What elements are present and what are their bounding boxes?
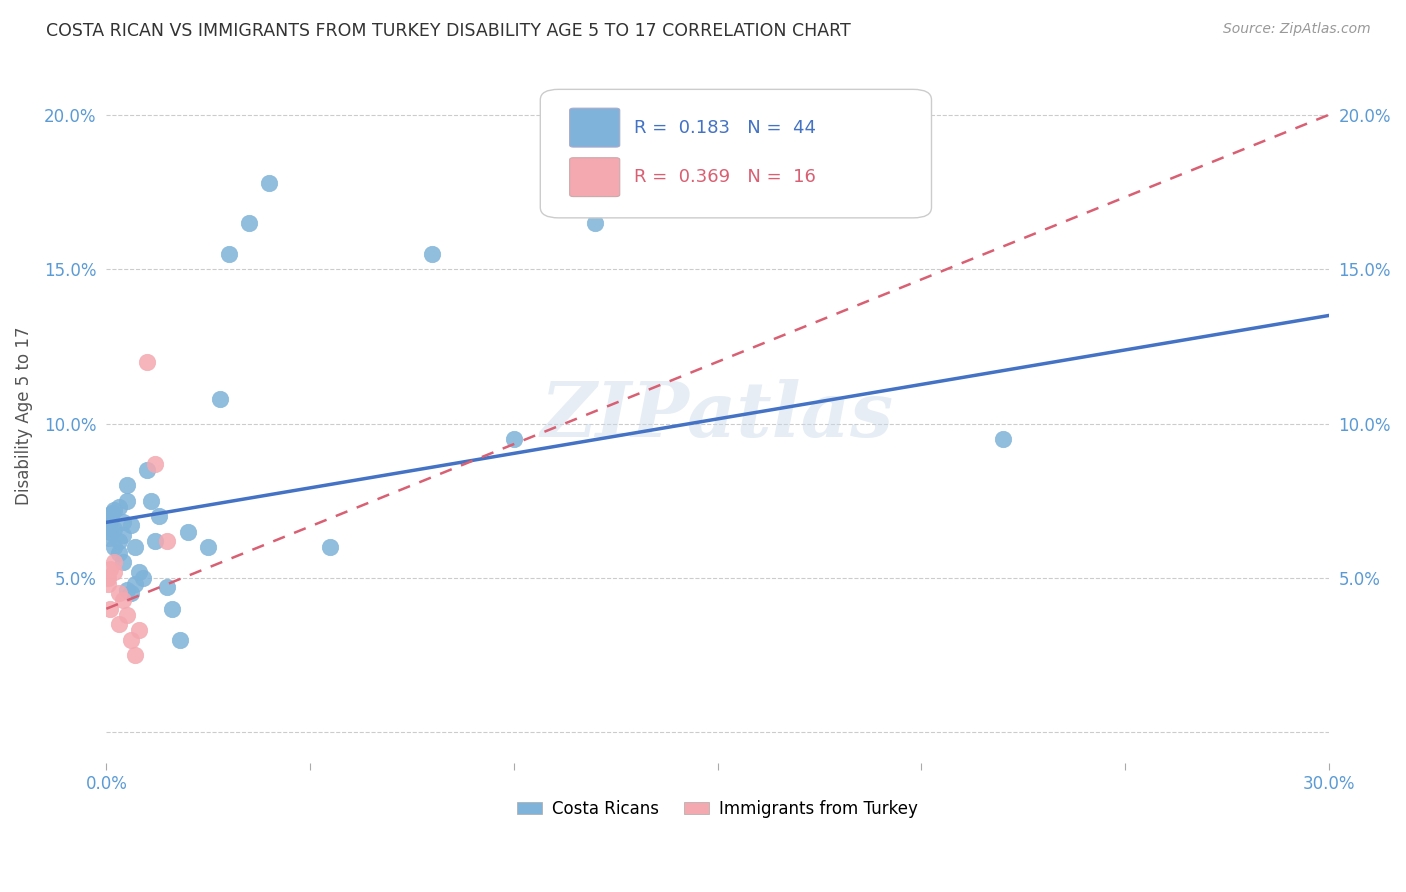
Point bbox=[128, 565, 150, 579]
Point bbox=[103, 521, 125, 535]
Point bbox=[100, 524, 122, 539]
Point bbox=[107, 546, 129, 560]
Point bbox=[120, 632, 142, 647]
Point bbox=[111, 556, 134, 570]
Point bbox=[156, 533, 179, 548]
Point bbox=[177, 524, 200, 539]
Point bbox=[583, 216, 606, 230]
Point bbox=[141, 493, 163, 508]
Point bbox=[502, 432, 524, 446]
Point bbox=[107, 533, 129, 548]
Point bbox=[136, 355, 159, 369]
Text: R =  0.183   N =  44: R = 0.183 N = 44 bbox=[634, 119, 817, 136]
Y-axis label: Disability Age 5 to 17: Disability Age 5 to 17 bbox=[15, 326, 32, 505]
Point bbox=[96, 518, 118, 533]
Point bbox=[115, 607, 138, 622]
Point bbox=[107, 586, 129, 600]
Point bbox=[148, 509, 170, 524]
Point bbox=[169, 632, 191, 647]
Point bbox=[143, 457, 166, 471]
Point bbox=[100, 601, 122, 615]
Point bbox=[97, 571, 120, 585]
Legend: Costa Ricans, Immigrants from Turkey: Costa Ricans, Immigrants from Turkey bbox=[510, 793, 925, 824]
Point bbox=[111, 527, 134, 541]
Point bbox=[115, 478, 138, 492]
Point bbox=[991, 432, 1014, 446]
Point bbox=[98, 531, 121, 545]
Point bbox=[120, 518, 142, 533]
Point bbox=[103, 556, 125, 570]
Point bbox=[103, 503, 125, 517]
Point bbox=[259, 176, 281, 190]
Text: R =  0.369   N =  16: R = 0.369 N = 16 bbox=[634, 169, 817, 186]
Point bbox=[128, 624, 150, 638]
Point bbox=[120, 586, 142, 600]
Point bbox=[160, 601, 183, 615]
Point bbox=[115, 583, 138, 598]
Point bbox=[218, 246, 240, 260]
Point bbox=[100, 512, 122, 526]
Text: ZIPatlas: ZIPatlas bbox=[541, 379, 894, 453]
Text: Source: ZipAtlas.com: Source: ZipAtlas.com bbox=[1223, 22, 1371, 37]
Point bbox=[209, 392, 232, 406]
Point bbox=[96, 577, 118, 591]
FancyBboxPatch shape bbox=[569, 158, 620, 196]
Point bbox=[197, 540, 219, 554]
Point bbox=[319, 540, 342, 554]
Point bbox=[101, 506, 124, 520]
Point bbox=[143, 533, 166, 548]
Point bbox=[124, 577, 146, 591]
Point bbox=[420, 246, 443, 260]
Point bbox=[238, 216, 260, 230]
Point bbox=[107, 500, 129, 514]
Point bbox=[111, 592, 134, 607]
Point bbox=[100, 516, 122, 530]
Point bbox=[706, 185, 728, 199]
Point bbox=[103, 540, 125, 554]
Point bbox=[136, 463, 159, 477]
Point bbox=[124, 540, 146, 554]
Point bbox=[132, 571, 155, 585]
Point bbox=[103, 565, 125, 579]
Point bbox=[100, 561, 122, 575]
Point bbox=[97, 509, 120, 524]
Text: COSTA RICAN VS IMMIGRANTS FROM TURKEY DISABILITY AGE 5 TO 17 CORRELATION CHART: COSTA RICAN VS IMMIGRANTS FROM TURKEY DI… bbox=[46, 22, 851, 40]
Point bbox=[111, 516, 134, 530]
FancyBboxPatch shape bbox=[569, 108, 620, 147]
Point bbox=[156, 580, 179, 594]
Point bbox=[115, 493, 138, 508]
FancyBboxPatch shape bbox=[540, 89, 932, 218]
Point bbox=[124, 648, 146, 662]
Point bbox=[107, 617, 129, 632]
